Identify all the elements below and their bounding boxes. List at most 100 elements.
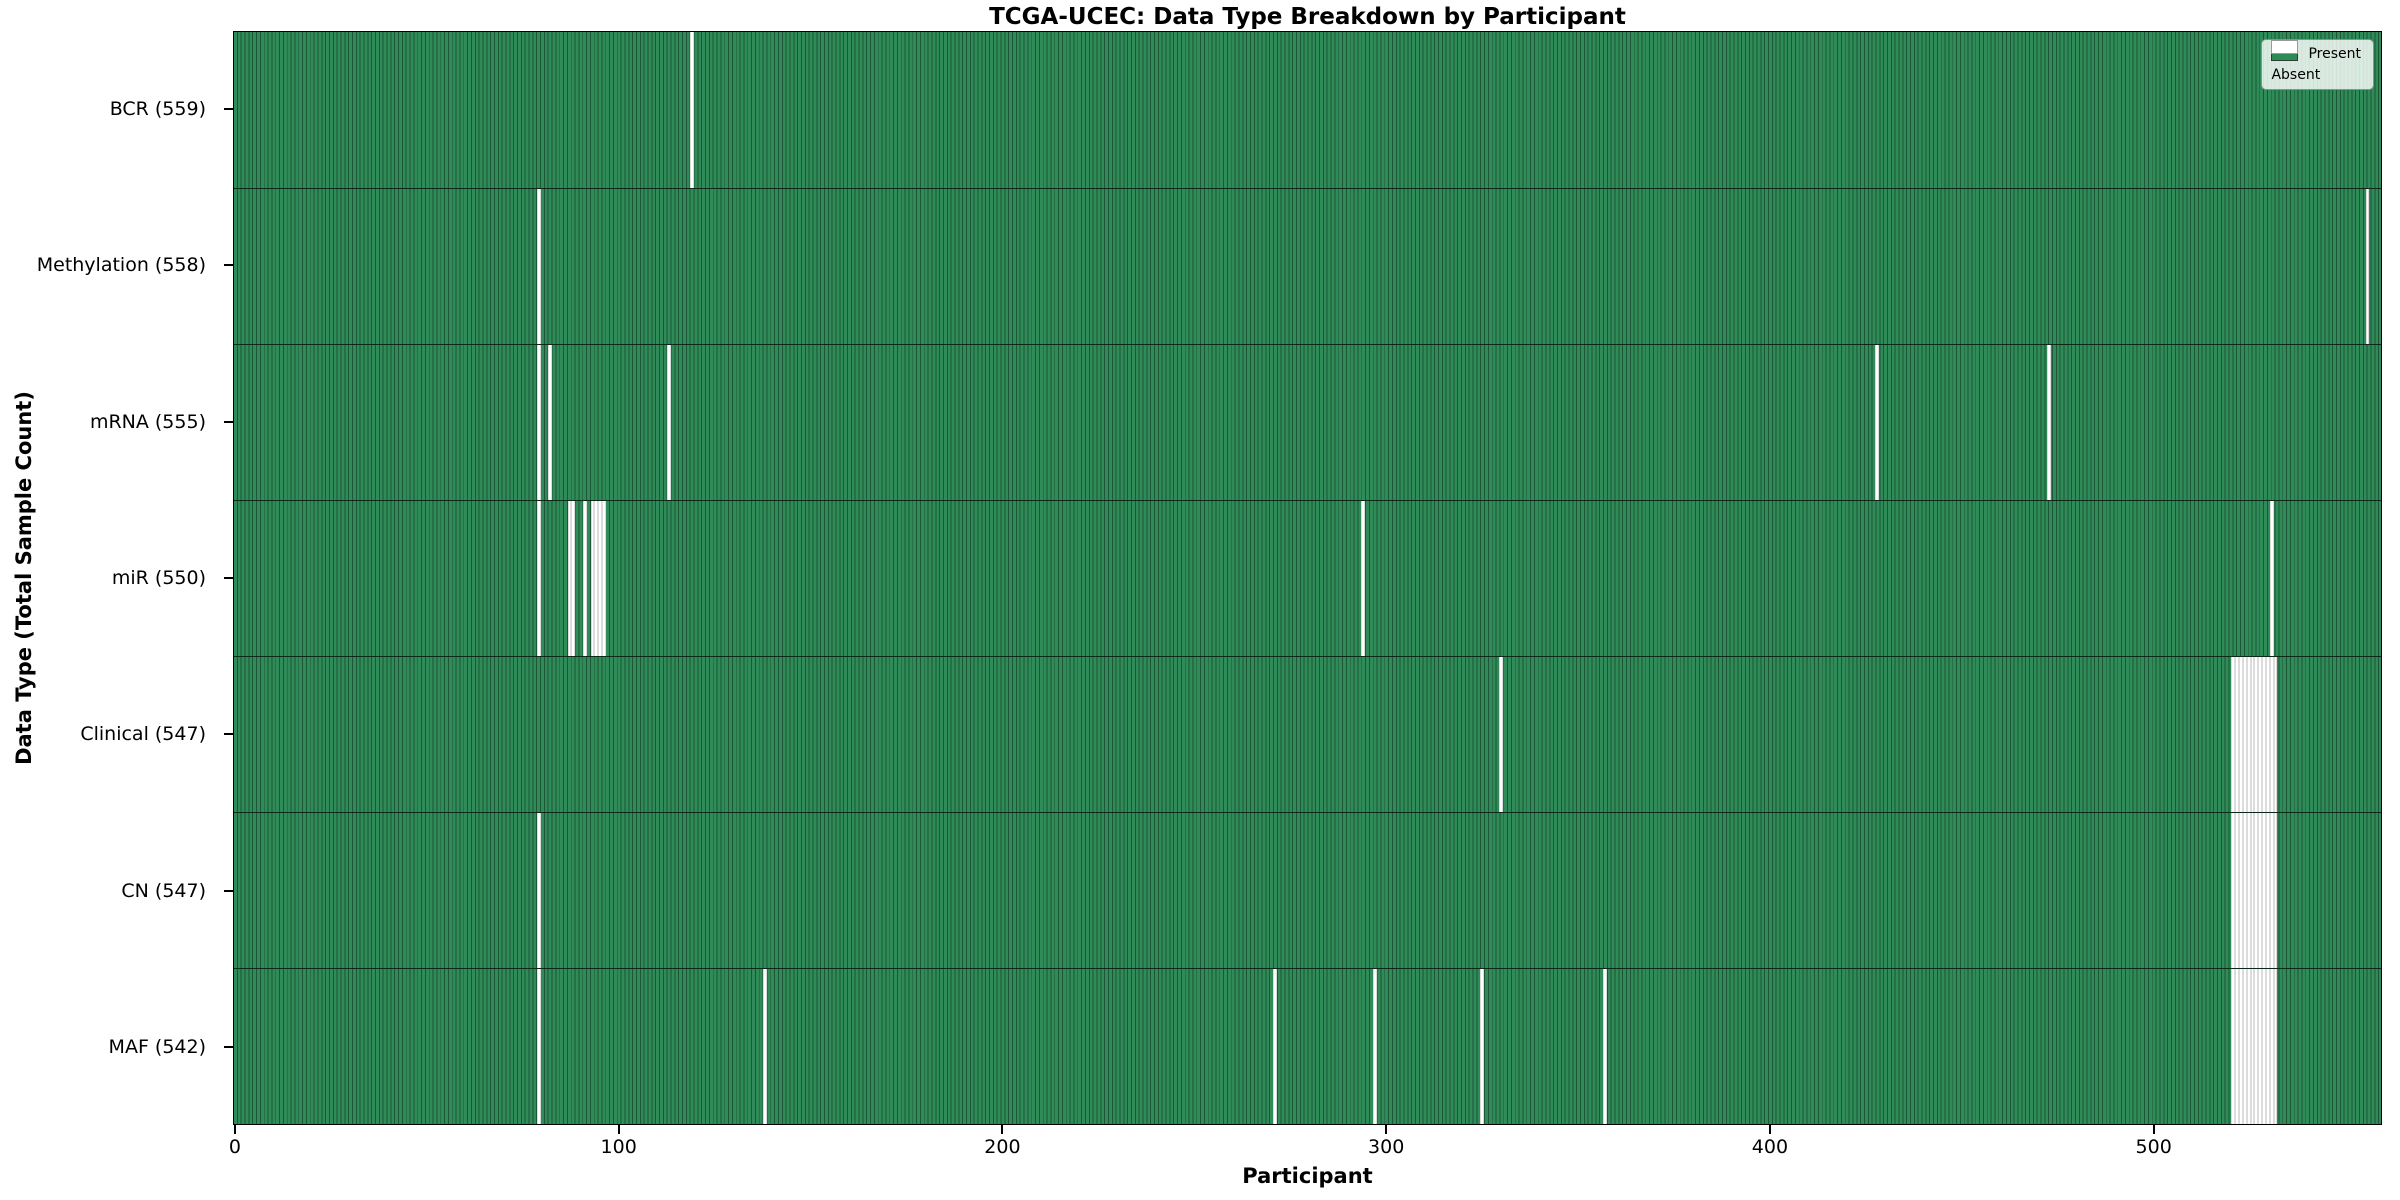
absent-mark — [2246, 657, 2251, 812]
absent-mark — [2258, 813, 2263, 968]
absent-mark — [2262, 813, 2266, 968]
row-maf — [234, 968, 2381, 1124]
absent-mark — [2231, 657, 2236, 812]
absent-mark — [2231, 969, 2236, 1124]
y-tick-mark — [224, 576, 233, 579]
x-tick-label: 0 — [228, 1136, 241, 1158]
absent-mark — [2254, 813, 2259, 968]
y-tick-maf: MAF (542) — [0, 969, 233, 1125]
x-axis-ticks — [233, 1125, 2382, 1135]
absent-mark — [2239, 657, 2243, 812]
absent-mark — [2262, 657, 2266, 812]
absent-mark — [2265, 813, 2270, 968]
absent-mark — [2239, 969, 2243, 1124]
absent-mark — [1602, 969, 1607, 1124]
absent-mark — [2265, 657, 2270, 812]
absent-mark — [598, 501, 603, 656]
row-cn — [234, 812, 2381, 968]
absent-mark — [667, 345, 672, 500]
absent-mark — [2047, 345, 2052, 500]
absent-mark — [2365, 189, 2370, 344]
y-tick-mir: miR (550) — [0, 500, 233, 656]
y-tick-mark — [224, 264, 233, 267]
absent-mark — [2258, 657, 2263, 812]
y-tick-label: mRNA (555) — [89, 410, 206, 433]
row-bcr — [234, 32, 2381, 188]
absent-mark — [590, 501, 595, 656]
y-tick-label: CN (547) — [121, 879, 206, 902]
x-tick-label: 200 — [984, 1136, 1021, 1158]
absent-mark — [2258, 969, 2263, 1124]
absent-mark — [2235, 813, 2240, 968]
y-tick-mrna: mRNA (555) — [0, 344, 233, 500]
absent-mark — [2269, 501, 2274, 656]
absent-mark — [2242, 813, 2247, 968]
x-tick-labels: 0 100 200 300 400 500 — [229, 1136, 2382, 1160]
row-clinical — [234, 656, 2381, 812]
row-mir — [234, 500, 2381, 656]
absent-mark — [2254, 969, 2259, 1124]
heatmap-rows — [234, 32, 2381, 1124]
absent-mark — [536, 345, 541, 500]
absent-mark — [1480, 969, 1484, 1124]
absent-mark — [1361, 501, 1365, 656]
plot-area: Present Absent — [233, 31, 2382, 1125]
x-tick-mark — [1385, 1125, 1388, 1134]
row-methylation — [234, 188, 2381, 344]
x-tick-label: 100 — [600, 1136, 637, 1158]
x-tick-label: 400 — [1751, 1136, 1789, 1158]
absent-mark — [2273, 813, 2278, 968]
y-tick-label: Clinical (547) — [80, 723, 206, 746]
absent-mark — [2262, 969, 2266, 1124]
y-tick-label: MAF (542) — [108, 1035, 206, 1058]
legend: Present Absent — [2261, 39, 2374, 90]
absent-mark — [2242, 969, 2247, 1124]
x-tick-mark — [617, 1125, 620, 1134]
absent-mark — [2250, 813, 2255, 968]
absent-mark — [2254, 657, 2259, 812]
absent-mark — [1272, 969, 1277, 1124]
y-tick-mark — [224, 1045, 233, 1048]
x-tick-label: 500 — [2135, 1136, 2172, 1158]
y-tick-methylation: Methylation (558) — [0, 187, 233, 343]
y-tick-cn: CN (547) — [0, 812, 233, 968]
absent-mark — [2231, 813, 2236, 968]
x-tick-mark — [233, 1125, 236, 1134]
absent-mark — [2269, 969, 2274, 1124]
y-tick-clinical: Clinical (547) — [0, 656, 233, 812]
row-mrna — [234, 344, 2381, 500]
x-axis-label: Participant — [1242, 1164, 1373, 1188]
y-tick-label: miR (550) — [111, 566, 206, 589]
absent-mark — [2273, 657, 2278, 812]
absent-mark — [536, 189, 541, 344]
legend-absent-swatch — [2271, 40, 2299, 54]
chart-title: TCGA-UCEC: Data Type Breakdown by Partic… — [989, 4, 1626, 30]
legend-item-absent: Absent — [2271, 40, 2361, 82]
absent-mark — [2273, 969, 2278, 1124]
legend-present-label: Present — [2308, 46, 2361, 62]
absent-mark — [1499, 657, 1504, 812]
y-tick-mark — [224, 420, 233, 423]
absent-mark — [548, 345, 553, 500]
y-tick-label: BCR (559) — [109, 98, 206, 121]
x-tick-mark — [1768, 1125, 1771, 1134]
absent-mark — [571, 501, 576, 656]
absent-mark — [690, 32, 695, 188]
absent-mark — [2246, 969, 2251, 1124]
absent-mark — [536, 813, 541, 968]
absent-mark — [2250, 657, 2255, 812]
absent-mark — [2235, 969, 2240, 1124]
y-tick-mark — [224, 108, 233, 111]
absent-mark — [2246, 813, 2251, 968]
y-tick-label: Methylation (558) — [36, 254, 206, 277]
absent-mark — [536, 969, 541, 1124]
y-tick-bcr: BCR (559) — [0, 31, 233, 187]
y-tick-labels: BCR (559) Methylation (558) mRNA (555) miR … — [0, 31, 233, 1125]
absent-mark — [582, 501, 587, 656]
y-tick-mark — [224, 733, 233, 736]
absent-mark — [2235, 657, 2240, 812]
x-tick-mark — [1001, 1125, 1004, 1134]
absent-mark — [2269, 813, 2274, 968]
absent-mark — [1372, 969, 1377, 1124]
